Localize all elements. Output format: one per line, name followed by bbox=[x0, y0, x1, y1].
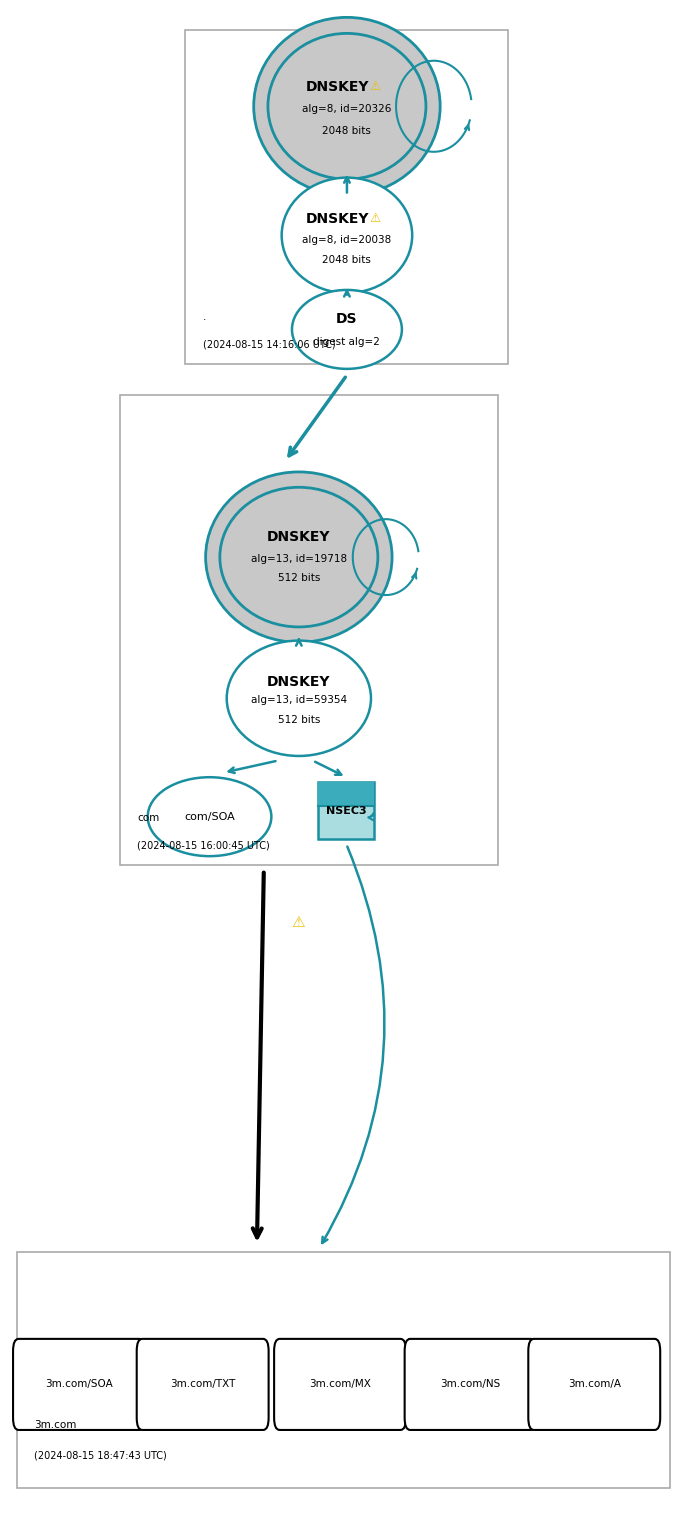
Ellipse shape bbox=[220, 487, 378, 627]
Text: alg=8, id=20038: alg=8, id=20038 bbox=[302, 235, 392, 244]
FancyBboxPatch shape bbox=[13, 1339, 145, 1430]
Ellipse shape bbox=[205, 472, 392, 642]
Text: 512 bits: 512 bits bbox=[278, 715, 320, 724]
Text: ⚠: ⚠ bbox=[370, 80, 381, 93]
Text: ⚠: ⚠ bbox=[370, 213, 381, 225]
Ellipse shape bbox=[292, 290, 402, 369]
Text: com/SOA: com/SOA bbox=[184, 812, 235, 821]
Text: 512 bits: 512 bits bbox=[278, 574, 320, 583]
Bar bbox=[120, 395, 498, 865]
Text: ⚠: ⚠ bbox=[291, 915, 305, 931]
Ellipse shape bbox=[282, 178, 412, 293]
Text: (2024-08-15 18:47:43 UTC): (2024-08-15 18:47:43 UTC) bbox=[34, 1450, 167, 1460]
Ellipse shape bbox=[254, 17, 440, 196]
Text: .: . bbox=[203, 311, 206, 322]
Text: 3m.com/A: 3m.com/A bbox=[567, 1380, 621, 1389]
FancyBboxPatch shape bbox=[528, 1339, 660, 1430]
Text: 2048 bits: 2048 bits bbox=[322, 126, 372, 135]
Text: 3m.com/MX: 3m.com/MX bbox=[309, 1380, 371, 1389]
Text: 3m.com/SOA: 3m.com/SOA bbox=[45, 1380, 113, 1389]
Text: alg=8, id=20326: alg=8, id=20326 bbox=[302, 105, 392, 114]
Bar bbox=[17, 1252, 670, 1488]
Bar bbox=[318, 782, 374, 839]
Text: alg=13, id=19718: alg=13, id=19718 bbox=[251, 554, 347, 563]
Ellipse shape bbox=[268, 33, 426, 179]
Ellipse shape bbox=[148, 777, 271, 856]
Text: com: com bbox=[137, 812, 159, 823]
Text: 3m.com/NS: 3m.com/NS bbox=[440, 1380, 501, 1389]
Text: 2048 bits: 2048 bits bbox=[322, 255, 372, 264]
FancyBboxPatch shape bbox=[137, 1339, 269, 1430]
Text: (2024-08-15 16:00:45 UTC): (2024-08-15 16:00:45 UTC) bbox=[137, 839, 270, 850]
Text: DNSKEY: DNSKEY bbox=[306, 79, 369, 94]
Text: NSEC3: NSEC3 bbox=[326, 806, 367, 815]
Text: alg=13, id=59354: alg=13, id=59354 bbox=[251, 695, 347, 704]
FancyBboxPatch shape bbox=[274, 1339, 406, 1430]
Text: 3m.com/TXT: 3m.com/TXT bbox=[170, 1380, 236, 1389]
Text: DNSKEY: DNSKEY bbox=[306, 211, 369, 226]
Text: DNSKEY: DNSKEY bbox=[267, 530, 330, 545]
Bar bbox=[318, 782, 374, 806]
Text: (2024-08-15 14:16:06 UTC): (2024-08-15 14:16:06 UTC) bbox=[203, 339, 335, 349]
FancyBboxPatch shape bbox=[405, 1339, 537, 1430]
Text: DS: DS bbox=[336, 311, 358, 326]
Text: digest alg=2: digest alg=2 bbox=[313, 337, 381, 346]
Ellipse shape bbox=[227, 641, 371, 756]
Text: 3m.com: 3m.com bbox=[34, 1419, 77, 1430]
Bar bbox=[185, 30, 508, 364]
Text: DNSKEY: DNSKEY bbox=[267, 674, 330, 689]
